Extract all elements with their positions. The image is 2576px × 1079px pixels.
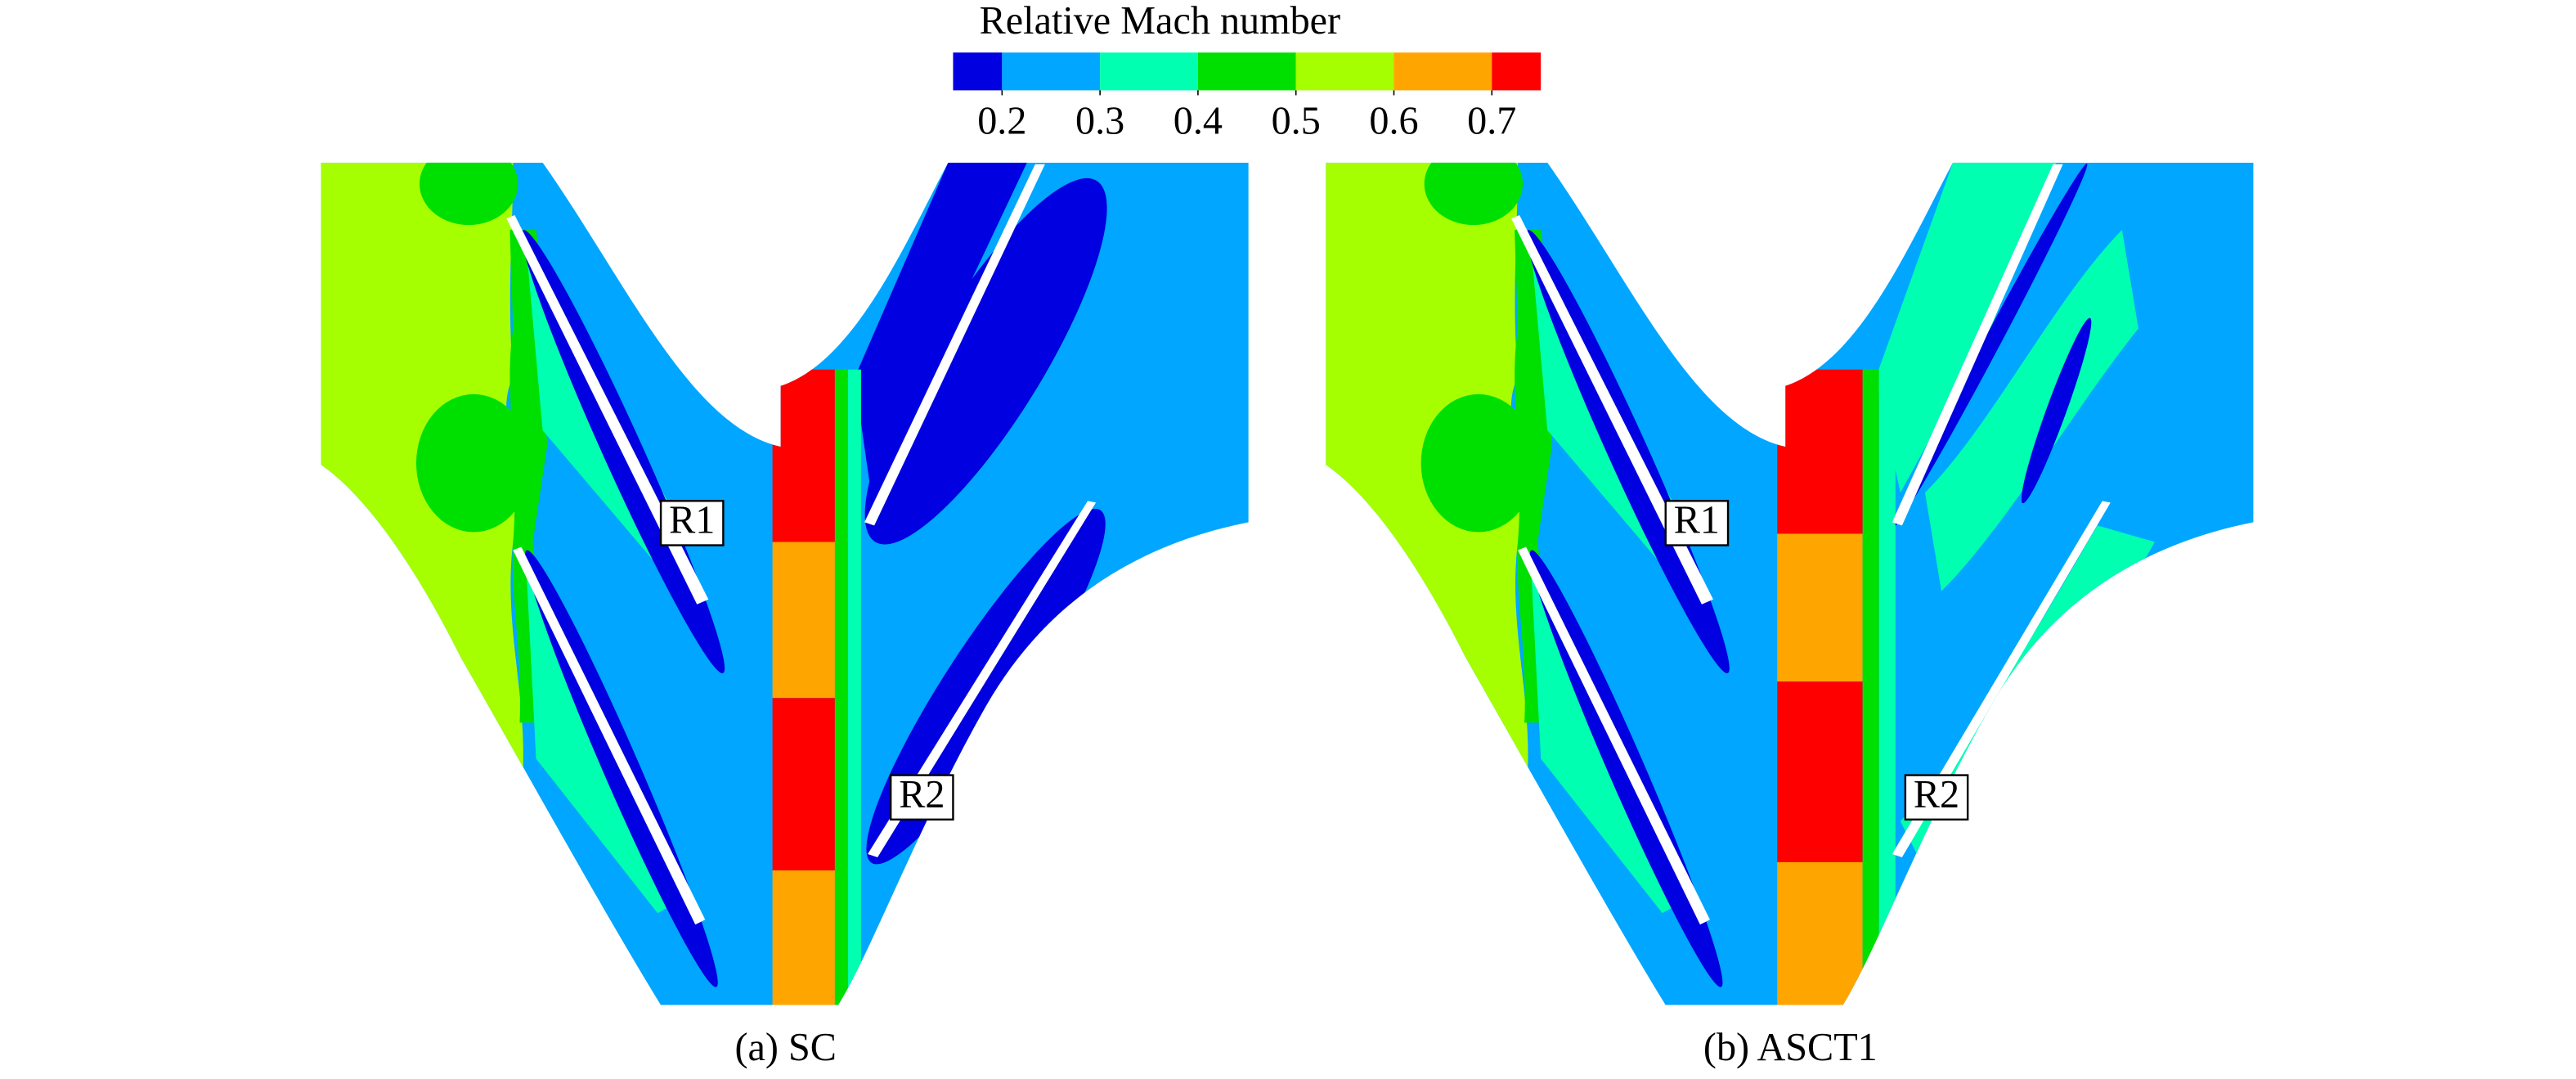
colorbar: 0.2 0.3 0.4 0.5 0.6 0.7: [953, 52, 1542, 143]
blade-label: R1: [669, 498, 715, 542]
tick-label: 0.5: [1272, 100, 1321, 143]
colorbar-segment: [953, 52, 1003, 91]
label-box: [659, 500, 725, 546]
colorbar-segment: [1492, 52, 1542, 91]
colorbar-segment: [1197, 52, 1296, 91]
colorbar-segment: [1393, 52, 1492, 91]
contour-panel: [1326, 162, 2254, 1005]
blade-label: R1: [1674, 498, 1720, 542]
tick-label: 0.2: [977, 100, 1026, 143]
colorbar-segment: [1295, 52, 1394, 91]
label-box: [889, 774, 954, 821]
tick-label: 0.4: [1174, 100, 1223, 143]
panel-caption: (a) SC: [734, 1026, 836, 1069]
colorbar-segment: [1002, 52, 1101, 91]
label-box: [1904, 774, 1969, 821]
contour-panel: [321, 162, 1249, 1005]
tick-label: 0.3: [1075, 100, 1124, 143]
panel-caption: (b) ASCT1: [1703, 1026, 1878, 1069]
colorbar-title: Relative Mach number: [980, 0, 1340, 43]
colorbar-segment: [1100, 52, 1198, 91]
blade-label: R2: [1914, 773, 1959, 816]
blade-label: R2: [899, 773, 945, 816]
label-box: [1664, 500, 1730, 546]
tick-label: 0.6: [1369, 100, 1418, 143]
tick-label: 0.7: [1467, 100, 1516, 143]
